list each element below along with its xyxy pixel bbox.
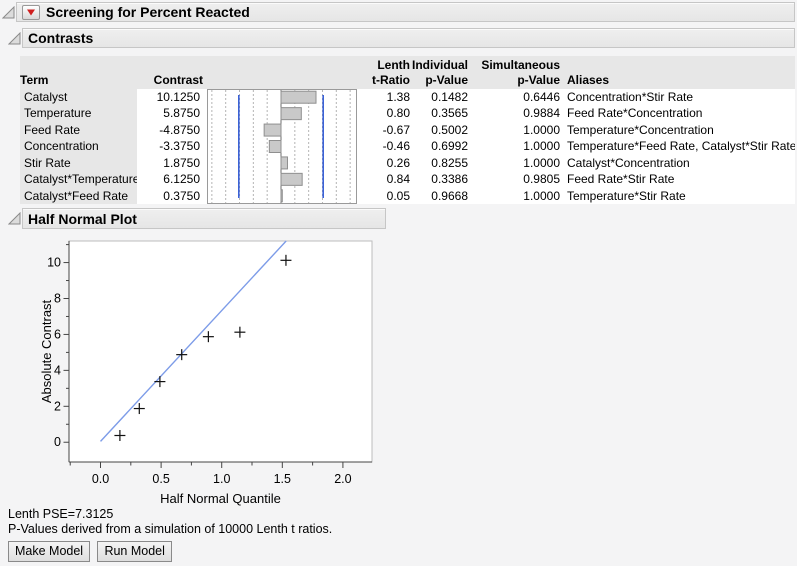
indp-cell: 0.3565 xyxy=(431,106,468,121)
simp-cell: 0.6446 xyxy=(523,90,560,104)
alias-cell: Temperature*Concentration xyxy=(567,122,714,137)
bar-chart-frame xyxy=(207,89,357,204)
indp-cell: 0.6992 xyxy=(431,139,468,154)
y-tick-label: 10 xyxy=(47,256,61,270)
column-header-contrast: Contrast xyxy=(153,73,203,87)
alias-cell: Feed Rate*Stir Rate xyxy=(567,172,675,187)
p-value-note-text: P-Values derived from a simulation of 10… xyxy=(8,522,333,536)
table-row: Catalyst 10.1250 1.38 0.1482 0.6446 Concentra… xyxy=(20,89,795,106)
column-header-barplot xyxy=(203,56,357,89)
term-cell: Concentration xyxy=(20,138,137,155)
simp-cell: 1.0000 xyxy=(523,155,560,170)
term-cell: Stir Rate xyxy=(20,154,137,172)
x-tick-label: 0.5 xyxy=(152,472,169,486)
table-row: Catalyst*Feed Rate 0.3750 0.05 0.9668 1.0000… xyxy=(20,187,795,204)
lenth-pse-text: Lenth PSE=7.3125 xyxy=(8,507,114,521)
contrast-cell: 1.8750 xyxy=(163,155,200,170)
plot-frame xyxy=(68,240,373,463)
simp-cell: 0.9805 xyxy=(523,172,560,187)
indp-cell: 0.3386 xyxy=(431,172,468,187)
contrast-bar xyxy=(263,123,282,137)
y-tick-label: 2 xyxy=(54,399,61,413)
tratio-cell: 0.05 xyxy=(386,188,410,203)
table-row: Stir Rate 1.8750 0.26 0.8255 1.0000 Catalyst*… xyxy=(20,154,795,172)
y-tick-label: 6 xyxy=(54,327,61,341)
tratio-cell: 0.84 xyxy=(386,172,410,187)
section-title: Contrasts xyxy=(28,30,94,46)
term-cell: Catalyst xyxy=(20,89,137,106)
alias-cell: Temperature*Feed Rate, Catalyst*Stir Rat… xyxy=(567,139,795,154)
contrast-cell: 5.8750 xyxy=(163,106,200,121)
table-row: Temperature 5.8750 0.80 0.3565 0.9884 Feed Ra… xyxy=(20,105,795,122)
contrast-bar xyxy=(280,107,302,121)
contrast-bar xyxy=(268,140,282,153)
lenth-pse-fit-line xyxy=(99,240,287,442)
x-tick-label: 2.0 xyxy=(334,472,351,486)
alias-cell: Temperature*Stir Rate xyxy=(567,188,686,203)
indp-cell: 0.1482 xyxy=(431,90,468,104)
contrasts-title-bar[interactable]: Contrasts xyxy=(22,28,795,48)
term-cell: Catalyst*Feed Rate xyxy=(20,187,137,204)
contrast-cell: 0.3750 xyxy=(163,188,200,203)
page-title: Screening for Percent Reacted xyxy=(46,4,250,20)
footer-button-row: Make Model Run Model xyxy=(8,541,176,562)
x-tick-label: 0.0 xyxy=(92,472,109,486)
indp-cell: 0.9668 xyxy=(431,188,468,203)
alias-cell: Catalyst*Concentration xyxy=(567,155,690,170)
contrasts-table-body: Catalyst 10.1250 1.38 0.1482 0.6446 Concentra… xyxy=(20,89,795,204)
table-row: Concentration -3.3750 -0.46 0.6992 1.0000 Tem… xyxy=(20,138,795,155)
y-tick-label: 4 xyxy=(54,363,61,377)
simp-cell: 1.0000 xyxy=(523,188,560,203)
contrast-bar xyxy=(280,90,317,104)
x-tick-label: 1.5 xyxy=(274,472,291,486)
simp-cell: 1.0000 xyxy=(523,122,560,137)
column-header-lenth-t-ratio: Lenth t-Ratio xyxy=(372,58,410,87)
term-cell: Catalyst*Temperature xyxy=(20,171,137,188)
contrast-bar xyxy=(280,189,283,203)
contrast-cell: 6.1250 xyxy=(163,172,200,187)
y-tick-label: 0 xyxy=(54,435,61,449)
section-title: Half Normal Plot xyxy=(28,210,137,227)
table-row: Catalyst*Temperature 6.1250 0.84 0.3386 0.98… xyxy=(20,171,795,188)
simp-cell: 1.0000 xyxy=(523,139,560,154)
contrast-cell: -4.8750 xyxy=(159,122,200,137)
tratio-cell: 1.38 xyxy=(386,90,410,104)
alias-cell: Feed Rate*Concentration xyxy=(567,106,703,121)
screening-title-bar[interactable]: Screening for Percent Reacted xyxy=(16,2,795,22)
column-header-simultaneous-p-value: Simultaneous p-Value xyxy=(481,58,560,87)
make-model-button[interactable]: Make Model xyxy=(8,541,91,562)
half-normal-title-bar[interactable]: Half Normal Plot xyxy=(22,208,386,229)
term-cell: Temperature xyxy=(20,105,137,122)
tratio-cell: -0.46 xyxy=(382,139,410,154)
contrast-cell: 10.1250 xyxy=(156,90,200,104)
tratio-cell: 0.26 xyxy=(386,155,410,170)
table-row: Feed Rate -4.8750 -0.67 0.5002 1.0000 Tempera… xyxy=(20,121,795,139)
y-axis-label: Absolute Contrast xyxy=(40,299,54,403)
disclosure-triangle-icon[interactable] xyxy=(7,211,21,225)
x-axis-label: Half Normal Quantile xyxy=(160,491,281,506)
term-cell: Feed Rate xyxy=(20,121,137,139)
disclosure-triangle-icon[interactable] xyxy=(1,5,15,19)
disclosure-triangle-icon[interactable] xyxy=(7,31,21,45)
half-normal-plot: 0 2 4 6 8 10 0.0 0.5 1.0 1.5 2.0 Half Normal Quanti… xyxy=(40,240,373,506)
contrast-bar-chart xyxy=(207,89,357,204)
alias-cell: Concentration*Stir Rate xyxy=(567,90,694,104)
indp-cell: 0.5002 xyxy=(431,122,468,137)
contrast-cell: -3.3750 xyxy=(159,139,200,154)
y-tick-label: 8 xyxy=(54,291,61,305)
red-triangle-menu-icon[interactable] xyxy=(22,4,40,20)
contrast-bar xyxy=(280,172,303,186)
run-model-button[interactable]: Run Model xyxy=(97,541,172,562)
indp-cell: 0.8255 xyxy=(431,155,468,170)
x-tick-label: 1.0 xyxy=(213,472,230,486)
column-header-aliases: Aliases xyxy=(567,73,610,87)
column-header-term: Term xyxy=(20,73,49,87)
tratio-cell: 0.80 xyxy=(386,106,410,121)
contrasts-table-header: Term Contrast Lenth t-Ratio Individual p-V… xyxy=(20,56,795,89)
column-header-individual-p-value: Individual p-Value xyxy=(411,58,468,87)
tratio-cell: -0.67 xyxy=(382,122,410,137)
contrast-bar xyxy=(280,156,288,170)
simp-cell: 0.9884 xyxy=(523,106,560,121)
